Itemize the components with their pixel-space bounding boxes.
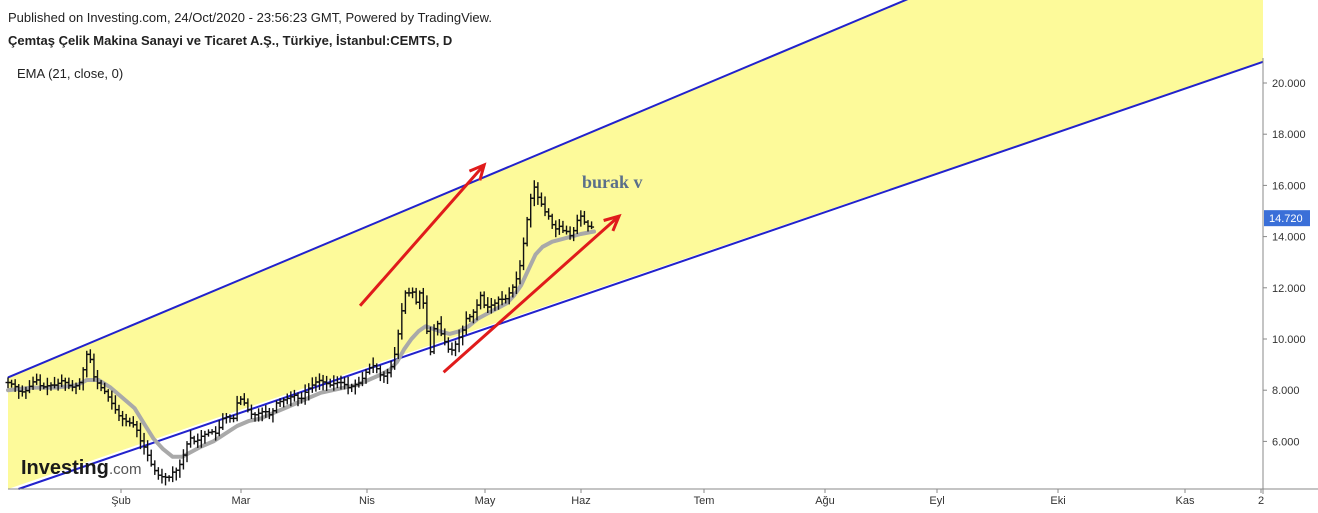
y-tick-label: 14.000 xyxy=(1272,232,1306,244)
x-tick-label: Nis xyxy=(359,495,375,507)
x-tick-label: 2 xyxy=(1258,495,1264,507)
logo-suffix: .com xyxy=(109,461,142,478)
y-tick-label: 12.000 xyxy=(1272,283,1306,295)
last-price-bg xyxy=(1264,210,1310,227)
channel-upper-line[interactable] xyxy=(7,0,1263,379)
trend-arrow-head xyxy=(603,213,622,232)
last-price-label: 14.720 xyxy=(1269,213,1303,225)
y-tick-label: 20.000 xyxy=(1272,78,1306,90)
author-watermark: burak v xyxy=(582,172,643,192)
price-bar[interactable] xyxy=(166,475,172,482)
x-tick-label: May xyxy=(475,495,496,507)
x-tick-label: Kas xyxy=(1176,495,1195,507)
x-tick-label: Mar xyxy=(232,495,251,507)
price-bar[interactable] xyxy=(449,342,455,356)
trend-arrow-layer xyxy=(358,162,622,374)
trend-arrow-2[interactable] xyxy=(442,213,622,374)
y-tick-label: 6.000 xyxy=(1272,436,1300,448)
price-bar[interactable] xyxy=(202,430,208,444)
trend-arrow-shaft xyxy=(358,163,486,307)
chart-title: Çemtaş Çelik Makina Sanayi ve Ticaret A.… xyxy=(8,33,453,48)
price-bar[interactable] xyxy=(191,435,197,445)
x-tick-label: Tem xyxy=(694,495,715,507)
price-bar[interactable] xyxy=(152,460,158,475)
price-bar[interactable] xyxy=(453,340,459,357)
price-bar[interactable] xyxy=(163,472,169,486)
trend-arrow-head xyxy=(468,162,487,181)
last-price-tag: 14.720 xyxy=(1264,210,1310,227)
channel-layer xyxy=(7,0,1264,490)
price-bar[interactable] xyxy=(170,466,176,483)
x-tick-label: Eki xyxy=(1050,495,1065,507)
trend-arrow-1[interactable] xyxy=(358,162,487,307)
investing-logo: Investing .com xyxy=(21,457,142,479)
price-bars-layer xyxy=(5,180,595,486)
price-bar[interactable] xyxy=(188,430,194,448)
x-tick-label: Şub xyxy=(111,495,131,507)
x-tick-label: Eyl xyxy=(929,495,944,507)
x-tick-label: Ağu xyxy=(815,495,835,507)
y-tick-label: 10.000 xyxy=(1272,334,1306,346)
published-info: Published on Investing.com, 24/Oct/2020 … xyxy=(8,10,492,25)
price-bar[interactable] xyxy=(180,449,186,470)
price-bar[interactable] xyxy=(327,378,333,388)
axis-layer: 6.000 8.000 10.000 12.000 14.000 16.000 18.000… xyxy=(8,58,1318,507)
logo-text: Investing xyxy=(21,457,109,479)
y-tick-label: 8.000 xyxy=(1272,385,1300,397)
x-tick-label: Haz xyxy=(571,495,591,507)
price-bar[interactable] xyxy=(155,467,161,480)
channel-fill xyxy=(8,0,1263,489)
price-bar[interactable] xyxy=(589,221,595,230)
trend-arrow-shaft xyxy=(442,214,621,374)
y-tick-label: 16.000 xyxy=(1272,180,1306,192)
y-tick-label: 18.000 xyxy=(1272,129,1306,141)
indicator-legend[interactable]: EMA (21, close, 0) xyxy=(17,66,124,81)
price-bar[interactable] xyxy=(177,459,183,478)
